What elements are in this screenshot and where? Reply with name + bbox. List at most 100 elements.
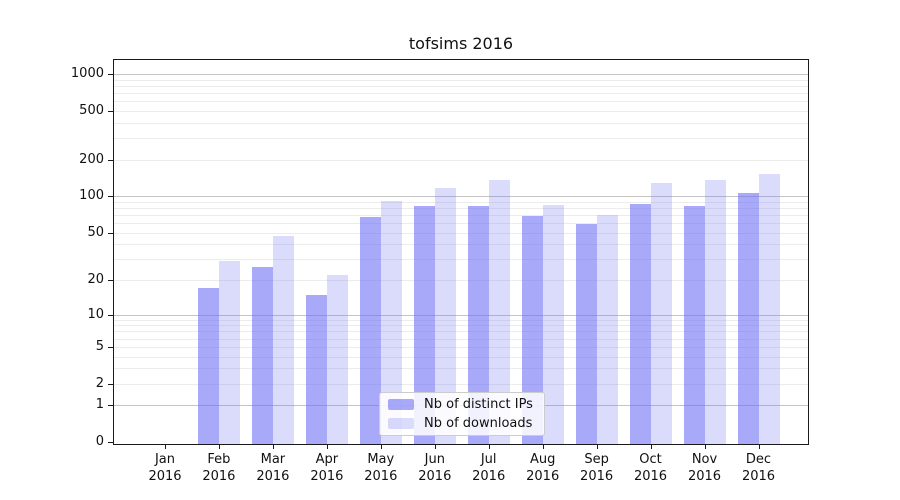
bar-downloads	[542, 204, 564, 444]
bar-downloads	[596, 215, 618, 444]
x-axis-tick-label: Jan 2016	[148, 452, 182, 484]
legend-item-distinct-ips: Nb of distinct IPs	[388, 397, 544, 412]
gridline-minor	[114, 280, 808, 281]
gridline-minor	[114, 101, 808, 103]
gridline-minor	[114, 325, 808, 327]
bar-downloads	[704, 180, 726, 444]
chart-title: tofsims 2016	[408, 34, 514, 53]
x-axis-tick-mark	[434, 445, 436, 449]
bar-distinct-ips	[413, 205, 435, 444]
gridline-minor	[114, 138, 808, 140]
y-axis-tick-mark	[108, 442, 113, 444]
bar-distinct-ips	[305, 294, 327, 444]
gridline-major	[114, 196, 808, 198]
x-axis-tick-mark	[165, 445, 166, 449]
x-axis-tick-mark	[758, 445, 760, 449]
gridline-minor	[114, 232, 808, 234]
y-axis-tick-mark	[108, 196, 113, 198]
gridline-minor	[114, 159, 808, 161]
gridline-minor	[114, 356, 808, 358]
y-axis-tick-label: 500	[79, 102, 104, 118]
y-axis-tick-mark	[108, 280, 113, 281]
x-axis-tick-label: Nov 2016	[687, 452, 722, 484]
bar-downloads	[650, 182, 672, 444]
y-axis-tick-label: 200	[79, 151, 104, 167]
x-axis-tick-mark	[326, 445, 328, 449]
legend-item-downloads: Nb of downloads	[388, 416, 544, 431]
bar-distinct-ips	[197, 288, 219, 444]
gridline-minor	[114, 208, 808, 209]
x-axis-tick-mark	[542, 445, 544, 449]
bar-downloads	[218, 261, 240, 444]
gridline-minor	[114, 122, 808, 124]
bar-distinct-ips	[683, 205, 705, 444]
legend-swatch-distinct-ips	[388, 399, 414, 410]
legend-label-downloads: Nb of downloads	[424, 416, 533, 431]
y-axis-tick-mark	[108, 74, 113, 75]
bar-distinct-ips	[359, 216, 381, 444]
x-axis-tick-label: Apr 2016	[310, 452, 344, 484]
x-axis-tick-label: Sep 2016	[580, 452, 614, 484]
bar-distinct-ips	[737, 193, 759, 444]
bar-distinct-ips	[251, 266, 273, 444]
x-axis-tick-mark	[272, 445, 274, 449]
y-axis-tick-mark	[108, 383, 113, 385]
y-axis-tick-label: 100	[79, 188, 104, 204]
bar-downloads	[380, 200, 402, 444]
gridline-minor	[114, 215, 808, 217]
bar-downloads	[326, 275, 348, 444]
y-axis-tick-label: 2	[95, 375, 104, 391]
x-axis-tick-mark	[380, 445, 382, 449]
bar-distinct-ips	[575, 224, 597, 444]
y-axis-tick-mark	[108, 159, 113, 161]
gridline-minor	[114, 331, 808, 333]
gridline-minor	[114, 346, 808, 348]
x-axis-tick-mark	[218, 445, 220, 449]
gridline-minor	[114, 368, 808, 370]
bar-distinct-ips	[521, 215, 543, 444]
y-axis-tick-label: 20	[87, 272, 104, 287]
gridline-minor	[114, 244, 808, 246]
x-axis-tick-label: Aug 2016	[526, 452, 560, 484]
gridline-minor	[114, 85, 808, 87]
y-axis-tick-mark	[108, 232, 113, 234]
x-axis-tick-label: Mar 2016	[256, 452, 290, 484]
y-axis-tick-mark	[108, 405, 113, 407]
bar-distinct-ips	[629, 203, 651, 444]
y-axis-tick-label: 1	[95, 397, 104, 413]
x-axis-tick-mark	[650, 445, 652, 449]
y-axis-tick-label: 5	[95, 338, 104, 354]
legend: Nb of distinct IPs Nb of downloads	[379, 392, 545, 436]
y-axis-tick-mark	[108, 314, 113, 316]
y-axis-tick-mark	[108, 346, 113, 348]
y-axis-tick-label: 50	[87, 224, 104, 240]
y-axis-tick-mark	[108, 110, 113, 112]
bar-downloads	[758, 174, 780, 444]
gridline-minor	[114, 259, 808, 261]
gridline-minor	[114, 319, 808, 321]
bar-downloads	[488, 180, 510, 444]
gridline-minor	[114, 338, 808, 340]
x-axis-tick-mark	[488, 445, 490, 449]
x-axis-tick-label: Feb 2016	[202, 452, 236, 484]
bar-distinct-ips	[467, 205, 489, 444]
legend-label-distinct-ips: Nb of distinct IPs	[424, 397, 533, 412]
x-axis-tick-label: May 2016	[364, 452, 398, 484]
gridline-minor	[114, 201, 808, 203]
x-axis-tick-label: Oct 2016	[633, 452, 668, 484]
gridline-minor	[114, 79, 808, 81]
y-axis-tick-label: 1000	[70, 66, 104, 81]
x-axis-tick-label: Dec 2016	[741, 452, 776, 484]
x-axis-tick-mark	[704, 445, 706, 449]
gridline-major	[114, 314, 808, 316]
gridline-minor	[114, 110, 808, 112]
gridline-major	[114, 74, 808, 75]
gridline-minor	[114, 93, 808, 94]
legend-swatch-downloads	[388, 418, 414, 429]
bar-downloads	[272, 235, 294, 444]
y-axis-tick-label: 10	[87, 306, 104, 322]
gridline-minor	[114, 223, 808, 225]
